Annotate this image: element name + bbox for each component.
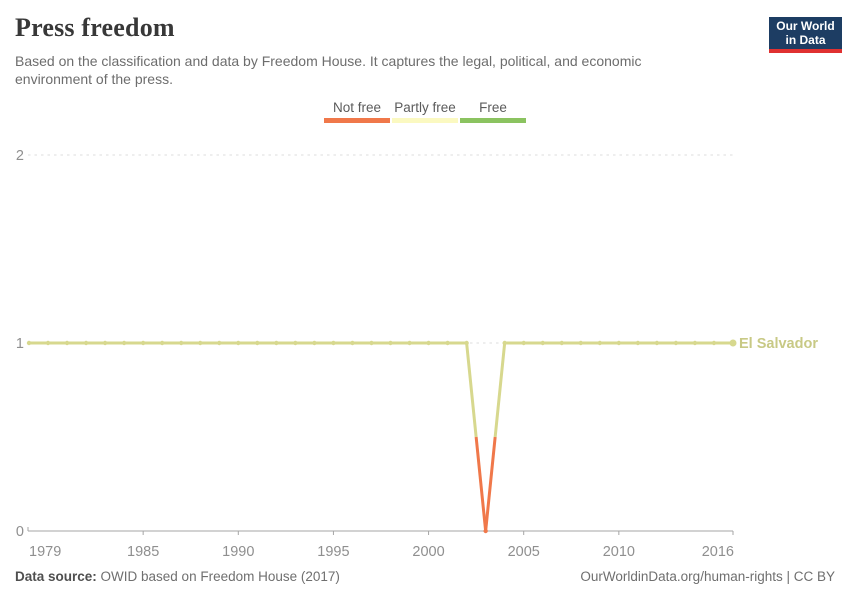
data-point <box>711 340 717 346</box>
data-point <box>483 528 488 534</box>
data-point <box>616 340 622 346</box>
logo-text-line2: in Data <box>785 33 826 47</box>
legend-label-partly-free: Partly free <box>394 100 456 115</box>
data-point <box>255 340 260 346</box>
data-point <box>426 340 431 346</box>
data-point <box>464 340 469 346</box>
data-source-note: Data source: OWID based on Freedom House… <box>15 569 340 584</box>
y-axis-tick-label: 2 <box>16 148 24 164</box>
data-point <box>350 340 355 346</box>
data-point <box>64 340 70 346</box>
legend-swatch-partly-free <box>392 118 458 123</box>
data-point <box>312 340 317 346</box>
chart-subtitle: Based on the classification and data by … <box>15 53 642 87</box>
data-point <box>83 340 89 346</box>
data-point <box>121 340 127 346</box>
data-point <box>159 340 165 346</box>
x-axis-tick-label: 1985 <box>127 544 159 560</box>
data-point <box>445 340 450 346</box>
x-axis-tick-label: 2005 <box>508 544 540 560</box>
legend-item-not-free: Not free <box>324 100 390 123</box>
data-point <box>407 340 412 346</box>
y-axis-tick-label: 1 <box>16 336 24 352</box>
data-point <box>369 340 374 346</box>
data-point <box>388 340 393 346</box>
data-point <box>198 340 203 346</box>
x-axis-tick-label: 2010 <box>603 544 635 560</box>
x-axis-tick-label: 2000 <box>412 544 444 560</box>
series-label-el-salvador: El Salvador <box>739 336 818 352</box>
legend-item-free: Free <box>460 100 526 123</box>
data-point <box>521 340 526 346</box>
owid-url-license[interactable]: OurWorldinData.org/human-rights | CC BY <box>580 569 835 584</box>
logo-text-line1: Our World <box>776 19 835 33</box>
data-point <box>729 339 737 347</box>
data-point <box>331 340 336 346</box>
owid-logo: Our World in Data <box>769 17 842 53</box>
x-axis-tick-label: 1979 <box>29 544 61 560</box>
data-point <box>502 340 507 346</box>
legend-swatch-free <box>460 118 526 123</box>
data-point <box>692 340 698 346</box>
x-axis-tick-label: 1995 <box>317 544 349 560</box>
categorical-legend: Not free Partly free Free <box>0 100 850 123</box>
data-point <box>635 340 641 346</box>
x-axis-tick-label: 1990 <box>222 544 254 560</box>
data-source-label: Data source: <box>15 569 97 584</box>
legend-label-free: Free <box>479 100 507 115</box>
data-point <box>26 340 32 346</box>
y-axis-tick-label: 0 <box>16 524 24 540</box>
data-point <box>540 340 545 346</box>
data-point <box>597 340 603 346</box>
data-point <box>274 340 279 346</box>
legend-label-not-free: Not free <box>332 100 382 115</box>
data-point <box>102 340 108 346</box>
data-point <box>45 340 51 346</box>
data-point <box>179 340 184 346</box>
data-point <box>673 340 679 346</box>
x-axis-tick-label: 2016 <box>702 544 734 560</box>
data-point <box>217 340 222 346</box>
data-point <box>293 340 298 346</box>
legend-item-partly-free: Partly free <box>392 100 458 123</box>
data-point <box>140 340 146 346</box>
data-point <box>654 340 660 346</box>
data-point <box>559 340 564 346</box>
data-point <box>578 340 583 346</box>
data-point <box>236 340 241 346</box>
chart-title: Press freedom <box>15 13 175 42</box>
legend-swatch-not-free <box>324 118 390 123</box>
data-source-text: OWID based on Freedom House (2017) <box>96 569 340 584</box>
